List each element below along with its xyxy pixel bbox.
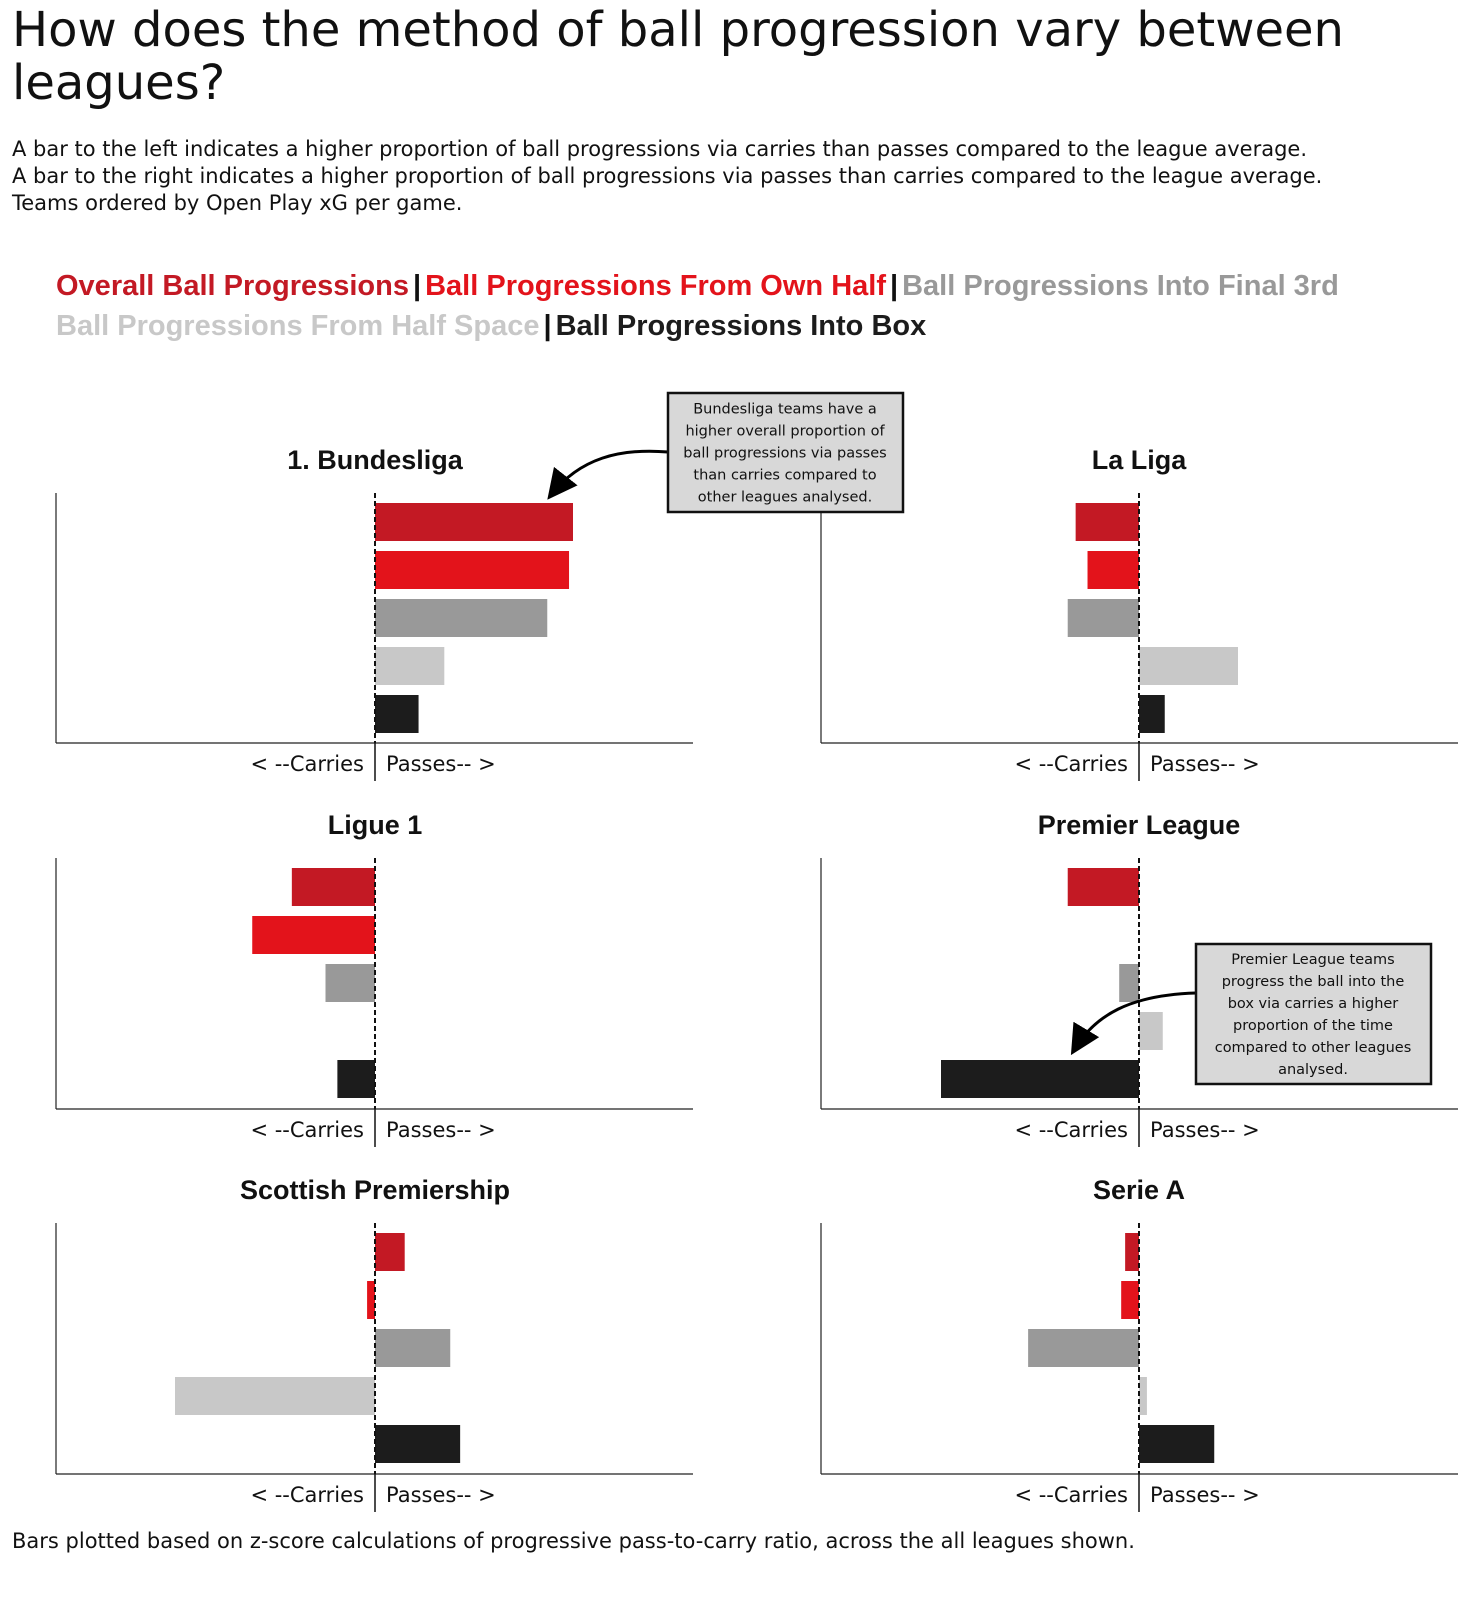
legend-item-half-space: Ball Progressions From Half Space bbox=[56, 310, 540, 342]
bar-1-bundesliga-1 bbox=[375, 503, 573, 541]
bar-1-bundesliga-3 bbox=[375, 599, 548, 637]
panel-title-1-bundesliga: 1. Bundesliga bbox=[287, 445, 464, 475]
bar-scottish-premiership-5 bbox=[375, 1425, 461, 1463]
bar-premier-league-1 bbox=[1067, 868, 1139, 906]
legend-separator: | bbox=[889, 270, 899, 302]
legend-item-own-half: Ball Progressions From Own Half bbox=[425, 270, 886, 302]
chart-subtitle: A bar to the left indicates a higher pro… bbox=[12, 136, 1452, 217]
bar-serie-a-2 bbox=[1121, 1281, 1139, 1319]
legend-item-final-third: Ball Progressions Into Final 3rd bbox=[902, 270, 1339, 302]
legend-separator: | bbox=[543, 310, 552, 342]
x-axis-label-passes: Passes-- > bbox=[1150, 752, 1260, 776]
bar-ligue-1-2 bbox=[252, 916, 375, 954]
x-axis-label-carries: < --Carries bbox=[250, 1118, 364, 1142]
panel-title-serie-a: Serie A bbox=[1093, 1175, 1185, 1205]
bar-la-liga-4 bbox=[1139, 647, 1238, 685]
panel-title-scottish-premiership: Scottish Premiership bbox=[240, 1175, 510, 1205]
subtitle-line-1: A bar to the left indicates a higher pro… bbox=[12, 137, 1308, 161]
bar-ligue-1-5 bbox=[337, 1060, 375, 1098]
x-axis-label-carries: < --Carries bbox=[1014, 1483, 1128, 1507]
annotation-arrow bbox=[547, 449, 669, 500]
bar-serie-a-5 bbox=[1139, 1425, 1215, 1463]
annotation-text-line: Bundesliga teams have a bbox=[693, 402, 877, 418]
bar-serie-a-4 bbox=[1139, 1377, 1147, 1415]
bar-la-liga-1 bbox=[1075, 503, 1139, 541]
annotation-text-line: Premier League teams bbox=[1231, 952, 1394, 968]
x-axis-label-carries: < --Carries bbox=[1014, 752, 1128, 776]
bar-premier-league-5 bbox=[941, 1060, 1139, 1098]
annotation-text-line: ball progressions via passes bbox=[683, 446, 886, 462]
annotation-text-line: progress the ball into the bbox=[1222, 974, 1405, 990]
x-axis-label-passes: Passes-- > bbox=[386, 1118, 496, 1142]
bar-la-liga-3 bbox=[1067, 599, 1139, 637]
x-axis-label-passes: Passes-- > bbox=[386, 752, 496, 776]
bar-ligue-1-3 bbox=[325, 964, 375, 1002]
annotation-text-line: compared to other leagues bbox=[1215, 1040, 1412, 1056]
bar-serie-a-1 bbox=[1125, 1233, 1139, 1271]
x-axis-label-passes: Passes-- > bbox=[386, 1483, 496, 1507]
bar-scottish-premiership-1 bbox=[375, 1233, 405, 1271]
legend-item-overall: Overall Ball Progressions bbox=[56, 270, 409, 302]
annotation-text-line: than carries compared to bbox=[693, 468, 876, 484]
chart-title: How does the method of ball progression … bbox=[12, 2, 1344, 111]
annotation-text-line: higher overall proportion of bbox=[685, 424, 885, 440]
bar-la-liga-2 bbox=[1087, 551, 1139, 589]
legend: Overall Ball Progressions | Ball Progressi… bbox=[56, 266, 1456, 346]
panel-title-ligue-1: Ligue 1 bbox=[328, 810, 423, 840]
bar-1-bundesliga-4 bbox=[375, 647, 445, 685]
subtitle-line-3: Teams ordered by Open Play xG per game. bbox=[12, 191, 463, 215]
x-axis-label-passes: Passes-- > bbox=[1150, 1118, 1260, 1142]
subtitle-line-2: A bar to the right indicates a higher pr… bbox=[12, 164, 1323, 188]
bar-ligue-1-1 bbox=[291, 868, 375, 906]
panel-title-premier-league: Premier League bbox=[1038, 810, 1241, 840]
annotation-text-line: other leagues analysed. bbox=[698, 490, 872, 506]
annotation-text-line: proportion of the time bbox=[1233, 1018, 1393, 1034]
annotation-box bbox=[1194, 942, 1433, 1086]
x-axis-label-passes: Passes-- > bbox=[1150, 1483, 1260, 1507]
bar-premier-league-4 bbox=[1139, 1012, 1163, 1050]
bar-1-bundesliga-5 bbox=[375, 695, 419, 733]
annotation-text-line: analysed. bbox=[1278, 1062, 1348, 1078]
x-axis-label-carries: < --Carries bbox=[250, 752, 364, 776]
bar-1-bundesliga-2 bbox=[375, 551, 570, 589]
legend-item-into-box: Ball Progressions Into Box bbox=[555, 310, 927, 342]
bar-scottish-premiership-3 bbox=[375, 1329, 451, 1367]
bar-serie-a-3 bbox=[1028, 1329, 1139, 1367]
chart-footnote: Bars plotted based on z-score calculatio… bbox=[12, 1529, 1135, 1553]
bar-scottish-premiership-2 bbox=[367, 1281, 375, 1319]
annotation-text-line: box via carries a higher bbox=[1228, 996, 1399, 1012]
x-axis-label-carries: < --Carries bbox=[1014, 1118, 1128, 1142]
bar-scottish-premiership-4 bbox=[175, 1377, 375, 1415]
bar-la-liga-5 bbox=[1139, 695, 1165, 733]
annotation-arrow bbox=[1070, 991, 1197, 1056]
x-axis-label-carries: < --Carries bbox=[250, 1483, 364, 1507]
annotation-box bbox=[666, 391, 905, 514]
legend-separator: | bbox=[412, 270, 422, 302]
panel-title-la-liga: La Liga bbox=[1092, 445, 1187, 475]
bar-premier-league-3 bbox=[1119, 964, 1139, 1002]
